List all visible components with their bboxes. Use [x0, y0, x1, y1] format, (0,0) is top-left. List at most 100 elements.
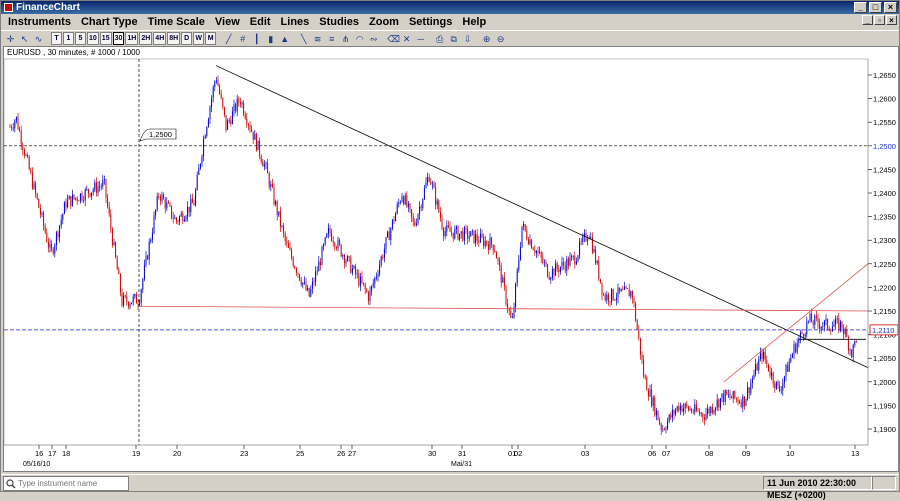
timeframe-t-button[interactable]: T — [51, 32, 62, 45]
crosshair-icon[interactable]: ✛ — [6, 34, 15, 44]
price-axis: 1,2650 1,2600 1,2550 1,2500 1,2450 1,2400 1,23… — [867, 59, 898, 445]
wave-icon[interactable]: ∿ — [34, 34, 43, 44]
timeframe-1h-button[interactable]: 1H — [125, 32, 139, 45]
menu-edit[interactable]: Edit — [249, 16, 271, 28]
copy-icon[interactable]: ⧉ — [450, 34, 457, 44]
candle-body — [708, 408, 710, 414]
candle-body — [777, 381, 779, 386]
menu-instruments[interactable]: Instruments — [8, 16, 71, 28]
date-tick-label: 26 — [337, 449, 345, 458]
candle-body — [635, 303, 637, 321]
cursor-icon[interactable]: ↖ — [20, 34, 29, 44]
trendline-icon[interactable]: ╲ — [300, 34, 307, 44]
candle-body — [591, 237, 593, 253]
candle-body — [243, 102, 245, 115]
candle-body — [620, 289, 622, 292]
minimize-button[interactable]: _ — [854, 2, 867, 13]
timeframe-8h-button[interactable]: 8H — [167, 32, 181, 45]
timeframe-15-button[interactable]: 15 — [99, 32, 112, 45]
candle-body — [267, 163, 269, 174]
candle-body — [39, 207, 41, 215]
candle-body — [411, 209, 413, 217]
candle-body — [51, 243, 53, 249]
grid-icon[interactable]: # — [240, 34, 246, 44]
timeframe-m-button[interactable]: M — [205, 32, 217, 45]
eraser-icon[interactable]: ⌫ — [387, 34, 400, 44]
candle-body — [246, 118, 248, 125]
channel-icon[interactable]: ≋ — [313, 34, 322, 44]
candle-body — [215, 80, 217, 82]
price-tick-label: 1,2250 — [873, 260, 896, 269]
candle-body — [441, 218, 443, 229]
candle-body — [515, 283, 517, 307]
current-price-box — [869, 324, 898, 336]
timeframe-1-button[interactable]: 1 — [63, 32, 74, 45]
candle-body — [398, 202, 400, 205]
chart-panel[interactable]: EURUSD , 30 minutes, # 1000 / 1000 1,250… — [3, 46, 899, 472]
candle-body — [558, 268, 560, 273]
delete-lines-icon[interactable]: ✕ — [402, 34, 411, 44]
arc-icon[interactable]: ◠ — [355, 34, 364, 44]
cycle-icon[interactable]: ∾ — [369, 34, 378, 44]
menu-lines[interactable]: Lines — [280, 16, 310, 28]
candle-body — [303, 281, 305, 283]
menu-zoom[interactable]: Zoom — [369, 16, 399, 28]
menu-time-scale[interactable]: Time Scale — [147, 16, 205, 28]
candle-body — [307, 287, 309, 291]
menu-studies[interactable]: Studies — [319, 16, 360, 28]
hline-icon[interactable]: ─ — [417, 34, 424, 44]
maximize-button[interactable]: □ — [869, 2, 882, 13]
timeframe-w-button[interactable]: W — [193, 32, 205, 45]
zoom-in-icon[interactable]: ⊕ — [482, 34, 491, 44]
line-chart-icon[interactable]: ╱ — [225, 34, 232, 44]
timeframe-10-button[interactable]: 10 — [87, 32, 99, 45]
candle-body — [276, 201, 278, 216]
timeframe-d-button[interactable]: D — [181, 32, 193, 45]
export-icon[interactable]: ⇩ — [463, 34, 472, 44]
candle-body — [380, 256, 382, 265]
timeframe-5-button[interactable]: 5 — [75, 32, 86, 45]
print-icon[interactable]: ⎙ — [436, 34, 444, 44]
candle-body — [787, 365, 789, 372]
candle-body — [425, 182, 427, 188]
candle-body — [68, 196, 70, 200]
candle-body — [300, 280, 302, 285]
candle-body — [675, 410, 677, 415]
timeframe-4h-button[interactable]: 4H — [153, 32, 167, 45]
timeframe-2h-button[interactable]: 2H — [139, 32, 153, 45]
instrument-search-input[interactable] — [3, 476, 129, 491]
pitchfork-icon[interactable]: ⋔ — [341, 34, 350, 44]
candle-body — [361, 276, 363, 283]
candle-body — [548, 276, 550, 280]
menu-chart-type[interactable]: Chart Type — [80, 16, 138, 28]
status-empty-cell — [872, 476, 896, 490]
bar-chart-icon[interactable]: ┃ — [253, 34, 260, 44]
menu-view[interactable]: View — [214, 16, 240, 28]
candle-body — [407, 203, 409, 207]
candle-body — [540, 252, 542, 258]
close-button[interactable]: × — [884, 2, 897, 13]
menu-settings[interactable]: Settings — [408, 16, 453, 28]
candle-body — [11, 127, 13, 129]
candle-body — [649, 389, 651, 397]
zoom-out-icon[interactable]: ⊖ — [496, 34, 505, 44]
candle-body — [580, 241, 582, 243]
candle-body — [852, 344, 854, 358]
candlestick-icon[interactable]: ▮ — [268, 34, 274, 44]
area-chart-icon[interactable]: ▲ — [280, 34, 290, 44]
child-restore-button[interactable]: ▫ — [874, 15, 885, 25]
child-minimize-button[interactable]: _ — [862, 15, 873, 25]
timeframe-30-button[interactable]: 30 — [112, 32, 125, 45]
menu-help[interactable]: Help — [462, 16, 487, 28]
fibonacci-icon[interactable]: ≡ — [329, 34, 335, 44]
candle-body — [665, 428, 667, 430]
candle-body — [363, 282, 365, 285]
candle-body — [166, 202, 168, 209]
candle-body — [817, 317, 819, 324]
candle-body — [699, 411, 701, 415]
candle-body — [70, 196, 72, 206]
price-chart[interactable]: 1,2500 1,26501,26001,25501,25001,24501,2… — [4, 47, 898, 471]
child-close-button[interactable]: × — [886, 15, 897, 25]
candle-body — [241, 102, 243, 105]
candle-body — [372, 283, 374, 286]
